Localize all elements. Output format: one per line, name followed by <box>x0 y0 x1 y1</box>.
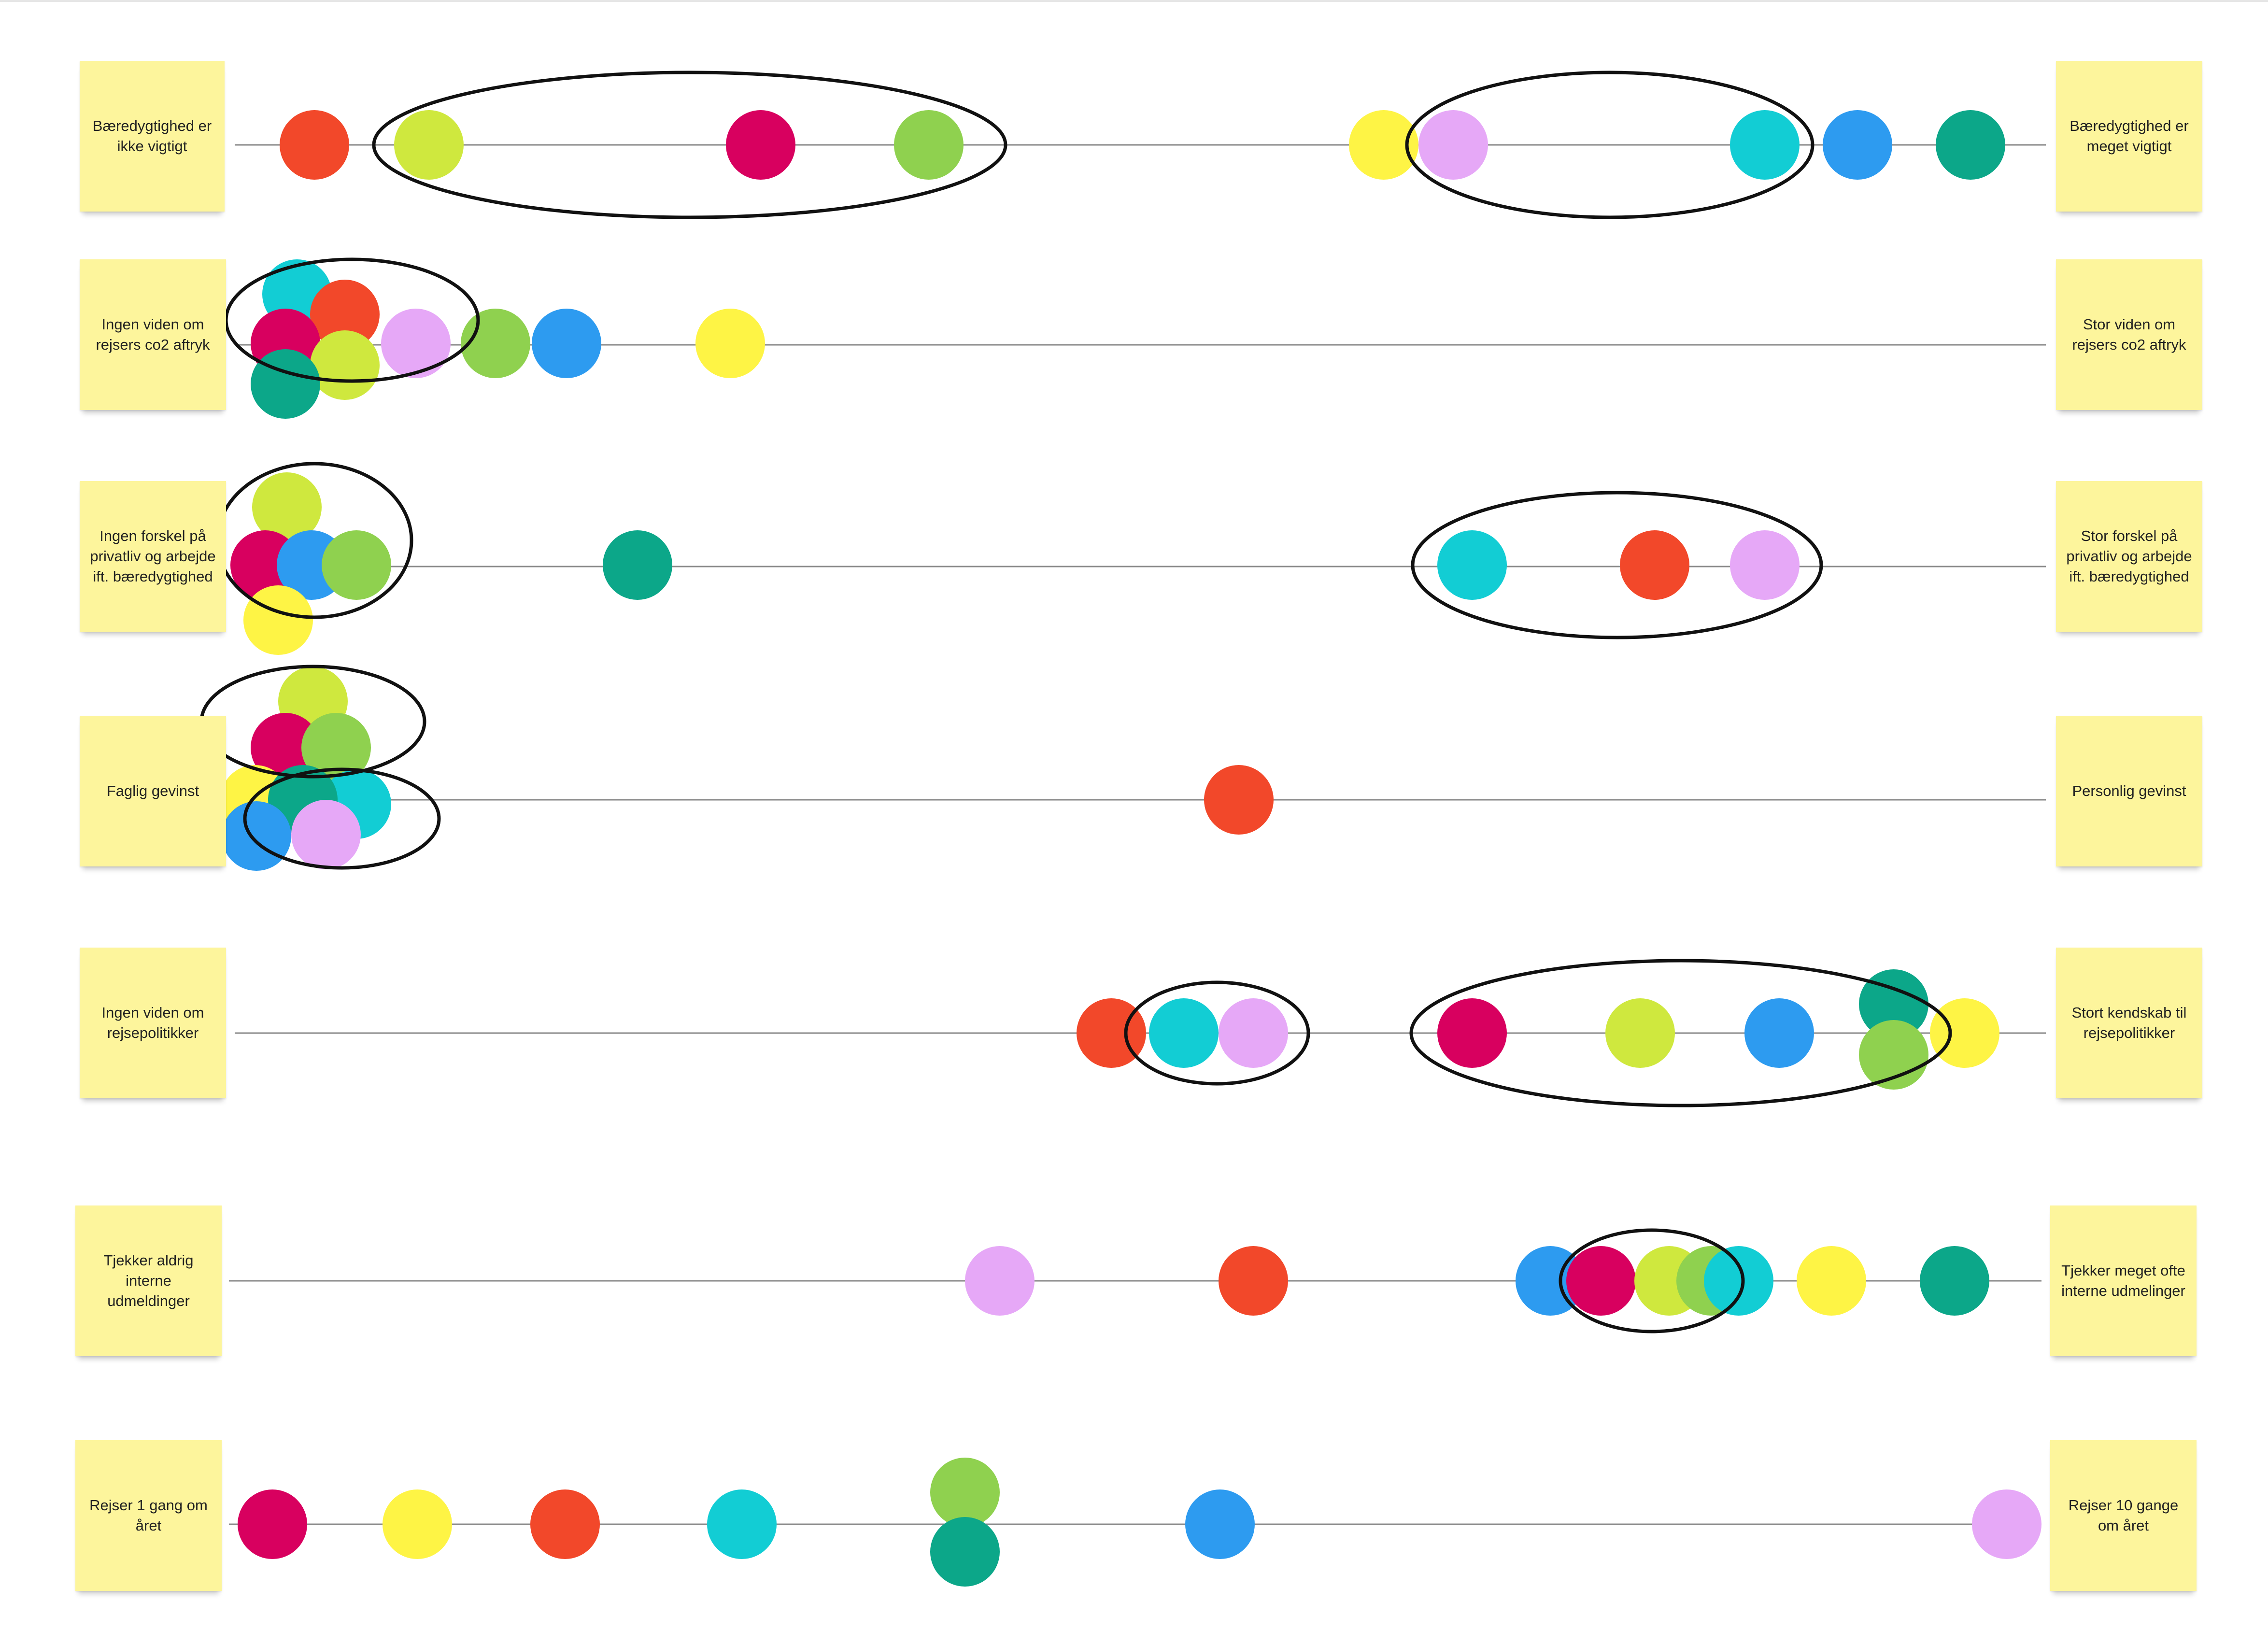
row-travel-frequency-dot-cyan[interactable] <box>707 1489 777 1559</box>
row-private-work-difference-dot-lime[interactable] <box>252 472 322 542</box>
row-gain-type-group-ellipse-2[interactable] <box>243 767 441 870</box>
row-private-work-difference-dot-red[interactable] <box>1620 530 1689 600</box>
row-travel-policy-knowledge-left-sticky-note[interactable]: Ingen viden om rejsepolitikker <box>80 948 226 1098</box>
row-travel-policy-knowledge-right-sticky-note[interactable]: Stort kendskab til rejsepolitikker <box>2056 948 2202 1098</box>
row-private-work-difference-right-sticky-note[interactable]: Stor forskel på privatliv og arbejde ift… <box>2056 481 2202 632</box>
row-travel-frequency-dot-blue[interactable] <box>1185 1489 1255 1559</box>
row-travel-frequency-right-label: Rejser 10 gange om året <box>2068 1497 2179 1534</box>
row-co2-knowledge-right-sticky-note[interactable]: Stor viden om rejsers co2 aftryk <box>2056 259 2202 410</box>
row-travel-policy-knowledge-dot-cyan[interactable] <box>1149 998 1219 1068</box>
row-co2-knowledge-right-label: Stor viden om rejsers co2 aftryk <box>2072 316 2186 353</box>
row-sustainability-importance-dot-lime[interactable] <box>394 110 464 180</box>
row-travel-frequency-left-sticky-note[interactable]: Rejser 1 gang om året <box>75 1440 222 1591</box>
row-private-work-difference-dot-cyan[interactable] <box>1437 530 1507 600</box>
row-co2-knowledge-dot-yellow[interactable] <box>695 309 765 378</box>
row-travel-policy-knowledge-dot-teal[interactable] <box>1859 969 1928 1039</box>
row-co2-knowledge-left-sticky-note[interactable]: Ingen viden om rejsers co2 aftryk <box>80 259 226 410</box>
row-sustainability-importance-right-label: Bæredygtighed er meget vigtigt <box>2070 117 2189 155</box>
row-gain-type-right-sticky-note[interactable]: Personlig gevinst <box>2056 716 2202 866</box>
row-travel-policy-knowledge-dot-lavender[interactable] <box>1219 998 1288 1068</box>
row-travel-policy-knowledge-dot-lime[interactable] <box>1605 998 1675 1068</box>
board-top-border <box>0 0 2268 2</box>
row-internal-announcements-dot-red[interactable] <box>1219 1246 1288 1316</box>
row-travel-policy-knowledge-right-label: Stort kendskab til rejsepolitikker <box>2071 1004 2187 1041</box>
row-internal-announcements-group-ellipse-1[interactable] <box>1559 1228 1745 1333</box>
row-private-work-difference-right-label: Stor forskel på privatliv og arbejde ift… <box>2066 527 2192 585</box>
row-gain-type-dot-red[interactable] <box>1204 765 1274 835</box>
row-sustainability-importance-left-label: Bæredygtighed er ikke vigtigt <box>92 117 212 155</box>
row-sustainability-importance-dot-yellow[interactable] <box>1349 110 1418 180</box>
row-internal-announcements-dot-cyan[interactable] <box>1704 1246 1773 1316</box>
row-co2-knowledge-dot-red[interactable] <box>310 280 380 349</box>
row-travel-policy-knowledge-group-ellipse-2[interactable] <box>1409 959 1952 1107</box>
row-internal-announcements-dot-teal[interactable] <box>1920 1246 1989 1316</box>
row-co2-knowledge-dot-lime[interactable] <box>310 330 380 400</box>
row-travel-policy-knowledge-dot-red[interactable] <box>1077 998 1146 1068</box>
row-co2-knowledge-dot-green[interactable] <box>461 309 530 378</box>
row-travel-policy-knowledge-group-ellipse-1[interactable] <box>1124 980 1310 1086</box>
row-sustainability-importance-dot-blue[interactable] <box>1823 110 1892 180</box>
row-sustainability-importance-dot-red[interactable] <box>280 110 349 180</box>
row-travel-frequency-dot-red[interactable] <box>530 1489 600 1559</box>
row-internal-announcements-right-label: Tjekker meget ofte interne udmelinger <box>2061 1262 2185 1299</box>
row-sustainability-importance-dot-teal[interactable] <box>1936 110 2005 180</box>
row-gain-type-right-label: Personlig gevinst <box>2072 782 2186 799</box>
row-internal-announcements-dot-magenta[interactable] <box>1566 1246 1636 1316</box>
row-private-work-difference-dot-teal[interactable] <box>603 530 672 600</box>
row-gain-type-dot-green[interactable] <box>301 713 371 782</box>
row-private-work-difference-dot-green[interactable] <box>322 530 391 600</box>
row-travel-frequency-dot-yellow[interactable] <box>383 1489 452 1559</box>
row-co2-knowledge-dot-teal[interactable] <box>251 349 320 419</box>
row-private-work-difference-dot-yellow[interactable] <box>243 585 313 655</box>
row-sustainability-importance-group-ellipse-2[interactable] <box>1405 71 1814 219</box>
row-co2-knowledge-dot-blue[interactable] <box>532 309 601 378</box>
row-internal-announcements-dot-yellow[interactable] <box>1797 1246 1866 1316</box>
row-private-work-difference-group-ellipse-2[interactable] <box>1411 491 1823 639</box>
row-co2-knowledge-dot-lavender[interactable] <box>381 309 451 378</box>
row-travel-frequency-left-label: Rejser 1 gang om året <box>89 1497 208 1534</box>
row-gain-type-dot-blue[interactable] <box>222 801 291 871</box>
row-sustainability-importance-right-sticky-note[interactable]: Bæredygtighed er meget vigtigt <box>2056 61 2202 212</box>
row-travel-frequency-dot-lavender[interactable] <box>1972 1489 2041 1559</box>
row-gain-type-left-label: Faglig gevinst <box>106 782 199 799</box>
row-sustainability-importance-dot-lavender[interactable] <box>1418 110 1488 180</box>
row-sustainability-importance-dot-green[interactable] <box>894 110 964 180</box>
row-sustainability-importance-dot-magenta[interactable] <box>726 110 795 180</box>
row-private-work-difference-left-sticky-note[interactable]: Ingen forskel på privatliv og arbejde if… <box>80 481 226 632</box>
row-internal-announcements-right-sticky-note[interactable]: Tjekker meget ofte interne udmelinger <box>2050 1205 2197 1356</box>
row-internal-announcements-left-sticky-note[interactable]: Tjekker aldrig interne udmeldinger <box>75 1205 222 1356</box>
row-sustainability-importance-dot-cyan[interactable] <box>1730 110 1800 180</box>
row-private-work-difference-left-label: Ingen forskel på privatliv og arbejde if… <box>90 527 216 585</box>
row-private-work-difference-dot-lavender[interactable] <box>1730 530 1800 600</box>
row-travel-frequency-dot-green[interactable] <box>930 1458 1000 1527</box>
row-internal-announcements-dot-lavender[interactable] <box>965 1246 1035 1316</box>
row-travel-frequency-dot-teal[interactable] <box>930 1517 1000 1587</box>
row-travel-policy-knowledge-dot-blue[interactable] <box>1744 998 1814 1068</box>
row-travel-frequency-right-sticky-note[interactable]: Rejser 10 gange om året <box>2050 1440 2197 1591</box>
row-travel-policy-knowledge-dot-magenta[interactable] <box>1437 998 1507 1068</box>
row-travel-policy-knowledge-left-label: Ingen viden om rejsepolitikker <box>101 1004 204 1041</box>
row-travel-policy-knowledge-dot-yellow[interactable] <box>1930 998 1999 1068</box>
row-internal-announcements-left-label: Tjekker aldrig interne udmeldinger <box>103 1252 194 1309</box>
row-gain-type-dot-lavender[interactable] <box>291 800 361 869</box>
row-co2-knowledge-group-ellipse-1[interactable] <box>224 257 480 383</box>
row-sustainability-importance-group-ellipse-1[interactable] <box>372 71 1007 219</box>
row-sustainability-importance-left-sticky-note[interactable]: Bæredygtighed er ikke vigtigt <box>80 61 225 212</box>
row-gain-type-left-sticky-note[interactable]: Faglig gevinst <box>80 716 226 866</box>
row-travel-frequency-dot-magenta[interactable] <box>238 1489 307 1559</box>
row-co2-knowledge-left-label: Ingen viden om rejsers co2 aftryk <box>96 316 210 353</box>
